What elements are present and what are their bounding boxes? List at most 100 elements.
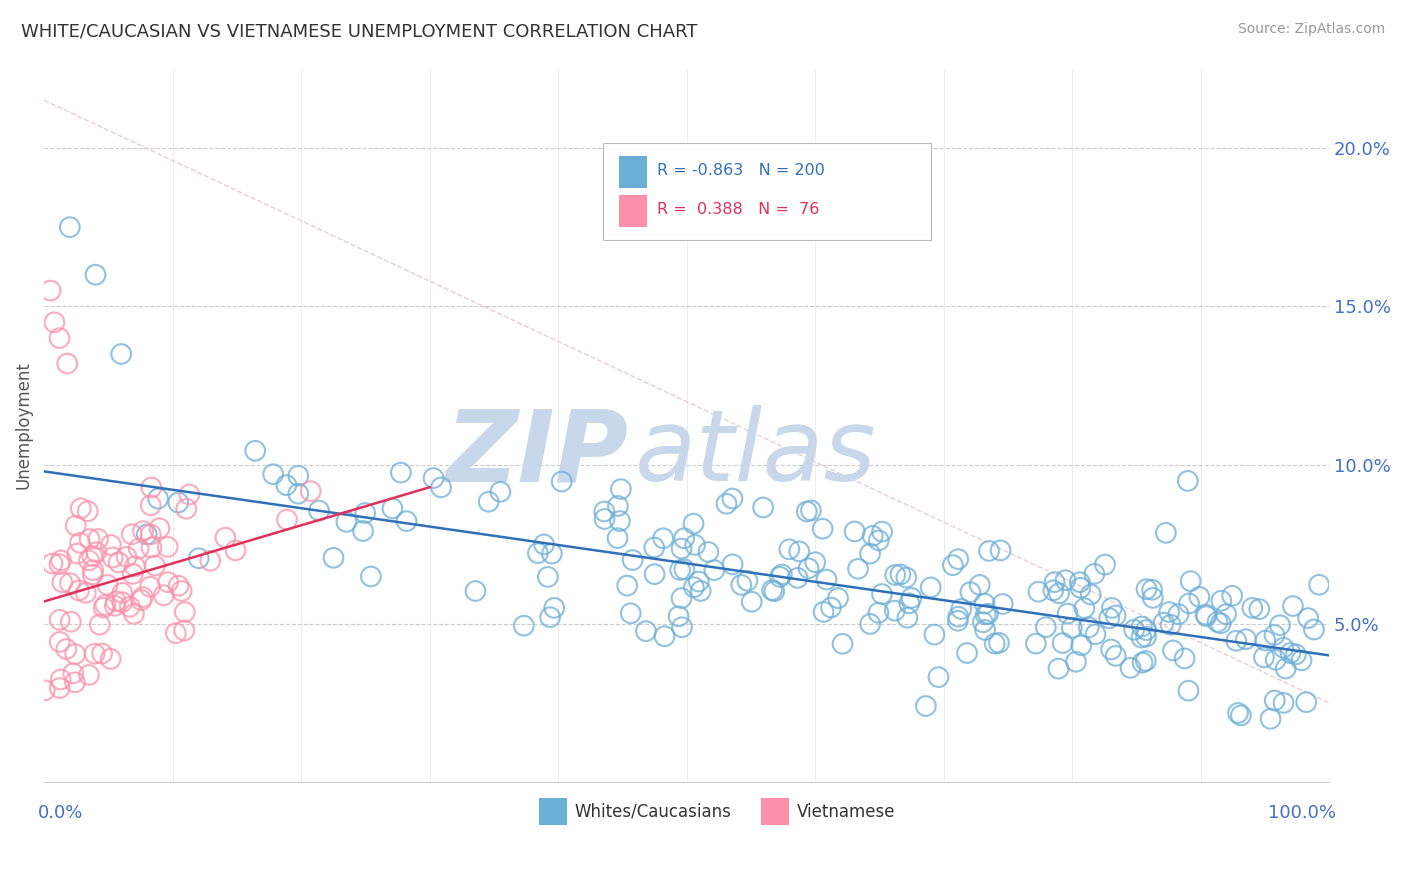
- Point: [883, 604, 905, 618]
- Point: [1101, 601, 1123, 615]
- Point: [69, 501, 91, 516]
- Point: [1028, 584, 1050, 599]
- Point: [121, 566, 143, 581]
- Point: [91, 647, 114, 661]
- Point: [972, 615, 994, 630]
- Bar: [619, 155, 647, 187]
- Point: [97, 578, 120, 592]
- Text: Source: ZipAtlas.com: Source: ZipAtlas.com: [1237, 22, 1385, 37]
- Point: [796, 504, 818, 518]
- Point: [157, 575, 180, 590]
- Point: [831, 637, 853, 651]
- Point: [1069, 575, 1091, 590]
- Point: [786, 571, 808, 585]
- Point: [1268, 618, 1291, 632]
- Point: [538, 610, 561, 624]
- Point: [703, 563, 725, 577]
- Text: WHITE/CAUCASIAN VS VIETNAMESE UNEMPLOYMENT CORRELATION CHART: WHITE/CAUCASIAN VS VIETNAMESE UNEMPLOYME…: [21, 22, 697, 40]
- Point: [950, 602, 973, 616]
- Point: [811, 522, 834, 536]
- Point: [610, 482, 633, 496]
- Point: [287, 468, 309, 483]
- Point: [915, 699, 938, 714]
- Point: [1043, 575, 1066, 590]
- Point: [1047, 586, 1070, 600]
- Point: [146, 491, 169, 506]
- Point: [763, 584, 786, 599]
- Point: [741, 595, 763, 609]
- Point: [1135, 654, 1157, 668]
- Point: [276, 513, 298, 527]
- Point: [859, 616, 882, 631]
- Point: [167, 579, 190, 593]
- Point: [167, 495, 190, 509]
- Point: [620, 607, 643, 621]
- Point: [673, 531, 696, 545]
- Point: [1142, 591, 1164, 605]
- Point: [79, 532, 101, 546]
- Point: [1161, 643, 1184, 657]
- Point: [671, 541, 693, 556]
- Point: [89, 617, 111, 632]
- Point: [1215, 607, 1237, 622]
- Point: [214, 531, 236, 545]
- Point: [541, 547, 564, 561]
- Point: [1077, 620, 1099, 634]
- Point: [820, 600, 842, 615]
- Point: [1253, 650, 1275, 665]
- Point: [1042, 583, 1064, 598]
- Point: [360, 569, 382, 583]
- Point: [86, 545, 108, 559]
- Point: [141, 481, 163, 495]
- Point: [299, 484, 322, 499]
- Point: [389, 466, 412, 480]
- Point: [1220, 589, 1243, 603]
- Point: [593, 512, 616, 526]
- Point: [101, 550, 124, 565]
- Point: [889, 567, 911, 582]
- Point: [94, 598, 117, 612]
- Point: [513, 618, 536, 632]
- Point: [683, 580, 706, 594]
- Point: [543, 600, 565, 615]
- Point: [870, 524, 893, 539]
- Point: [813, 605, 835, 619]
- Point: [752, 500, 775, 515]
- Point: [352, 524, 374, 538]
- Point: [1234, 632, 1257, 647]
- Point: [1054, 573, 1077, 587]
- Point: [200, 554, 222, 568]
- Point: [1073, 601, 1095, 615]
- Text: atlas: atlas: [636, 406, 877, 502]
- Point: [49, 673, 72, 687]
- Point: [804, 555, 827, 569]
- Point: [787, 544, 810, 558]
- Point: [225, 543, 247, 558]
- Point: [671, 591, 693, 606]
- Point: [1225, 633, 1247, 648]
- Point: [671, 620, 693, 634]
- Point: [688, 574, 710, 589]
- Point: [1264, 653, 1286, 667]
- Point: [927, 670, 949, 684]
- Point: [778, 542, 800, 557]
- Point: [82, 563, 104, 577]
- Point: [59, 615, 82, 629]
- Point: [1025, 637, 1047, 651]
- Point: [1174, 651, 1197, 665]
- Point: [1282, 599, 1305, 613]
- Text: 100.0%: 100.0%: [1268, 804, 1336, 822]
- Point: [110, 347, 132, 361]
- Point: [104, 599, 127, 613]
- Point: [1177, 683, 1199, 698]
- Point: [644, 567, 666, 582]
- Point: [1254, 633, 1277, 648]
- Point: [797, 561, 820, 575]
- Point: [896, 611, 918, 625]
- Point: [1272, 640, 1295, 655]
- Point: [1209, 616, 1232, 631]
- Point: [48, 557, 70, 571]
- Point: [478, 494, 501, 508]
- Point: [669, 563, 692, 577]
- Point: [121, 527, 143, 541]
